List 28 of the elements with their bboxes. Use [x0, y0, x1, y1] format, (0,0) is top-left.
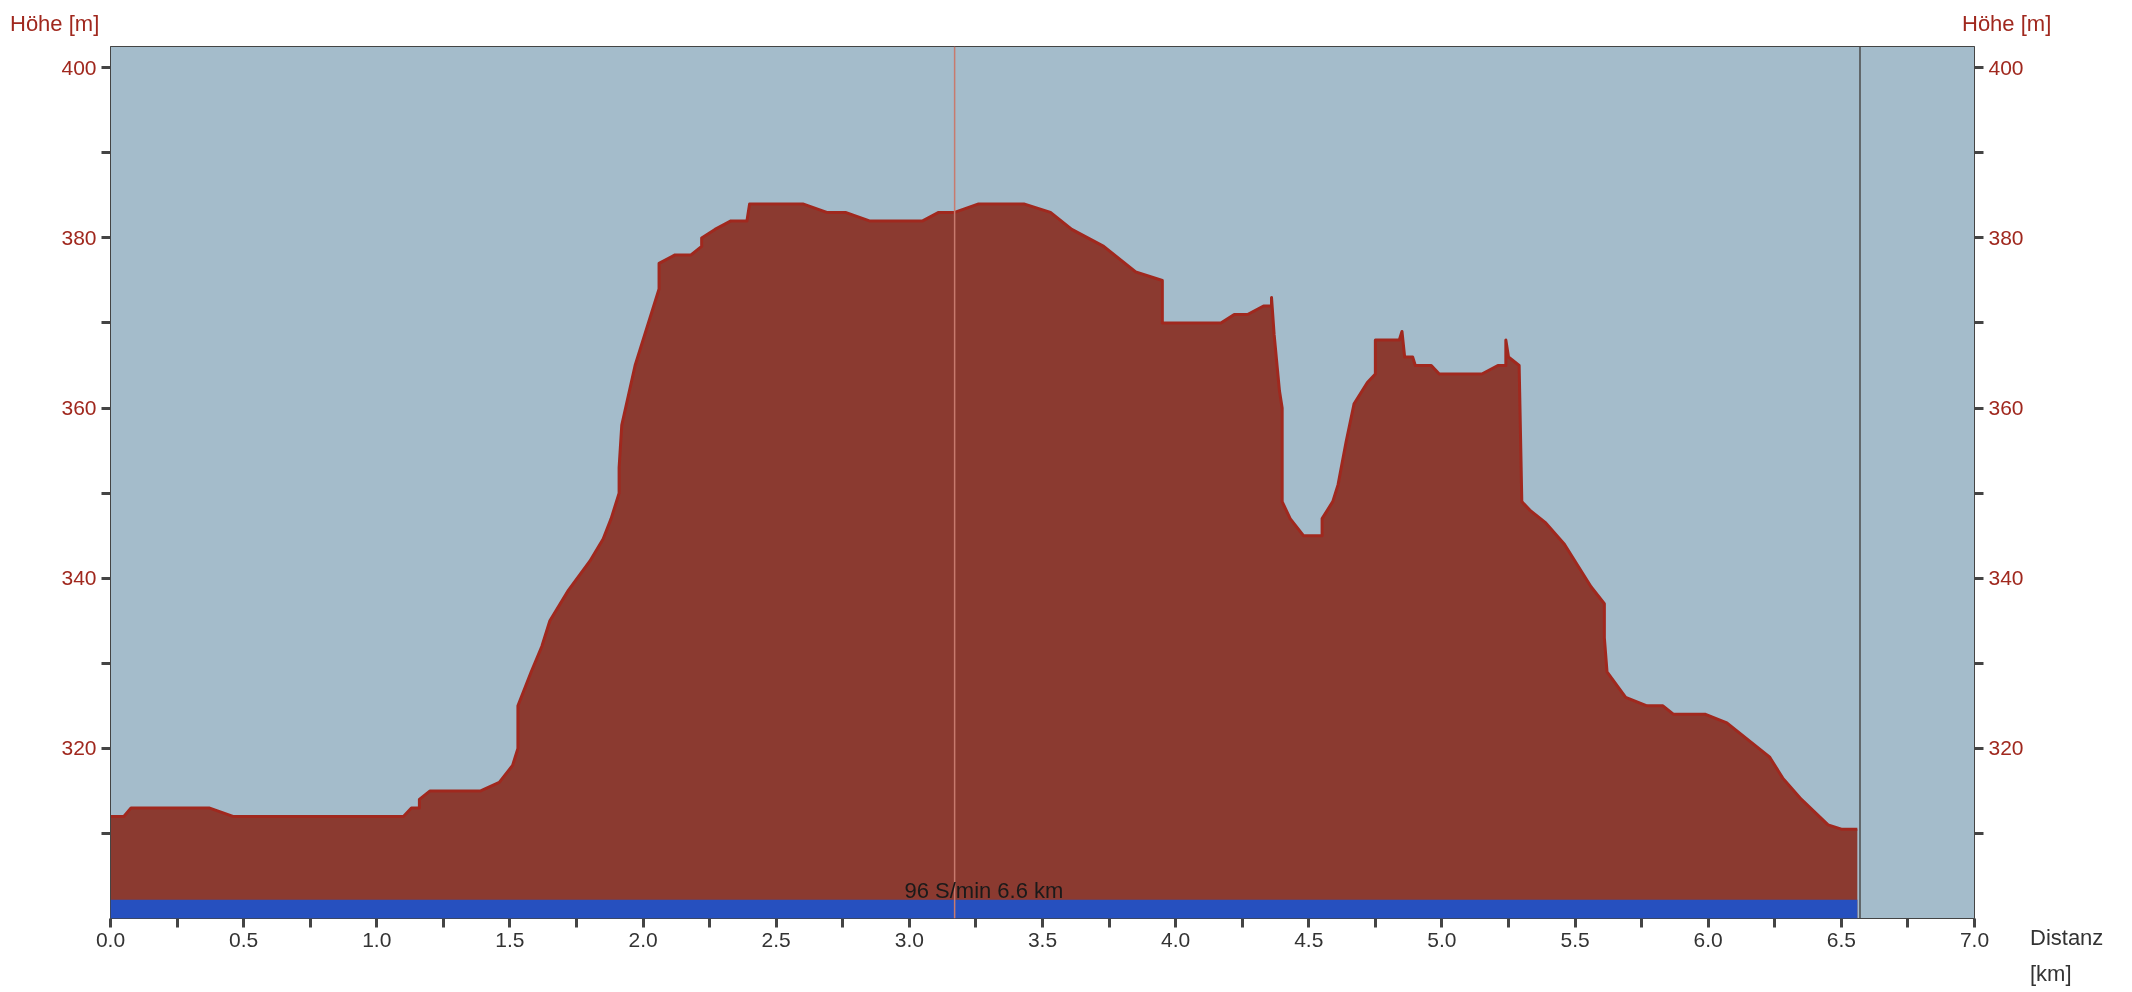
x-tick-label: 3.0 [894, 927, 924, 951]
y-axis-title: Höhe [m] [10, 10, 100, 38]
x-tick-label: 0.5 [229, 927, 259, 951]
y-tick-label: 400 [61, 55, 97, 79]
x-tick-label: 4.0 [1161, 927, 1191, 951]
x-tick-label: 2.0 [628, 927, 658, 951]
y2-tick-label: 380 [1988, 225, 2024, 249]
y-tick-label: 340 [61, 566, 97, 590]
y2-tick-label: 320 [1988, 736, 2024, 760]
y2-axis-title: Höhe [m] [1962, 10, 2052, 38]
x-tick-label: 7.0 [1959, 927, 1990, 951]
x-tick-label: 0.0 [95, 927, 126, 951]
x-tick-label: 5.5 [1560, 927, 1590, 951]
y-tick-label: 360 [61, 396, 97, 420]
x-tick-label: 6.5 [1826, 927, 1856, 951]
x-tick-label: 2.5 [761, 927, 791, 951]
y2-tick-label: 340 [1988, 566, 2024, 590]
y2-tick-label: 400 [1988, 55, 2024, 79]
x-tick-label: 3.5 [1027, 927, 1058, 951]
x-tick-label: 1.5 [495, 927, 525, 951]
y-tick-label: 380 [61, 225, 97, 249]
y2-tick-label: 360 [1988, 396, 2024, 420]
x-tick-label: 4.5 [1294, 927, 1324, 951]
y-tick-label: 320 [61, 736, 97, 760]
x-axis-title: Distanz [km] [2030, 924, 2104, 988]
x-tick-label: 1.0 [362, 927, 392, 951]
x-tick-label: 5.0 [1427, 927, 1457, 951]
x-tick-label: 6.0 [1693, 927, 1723, 951]
